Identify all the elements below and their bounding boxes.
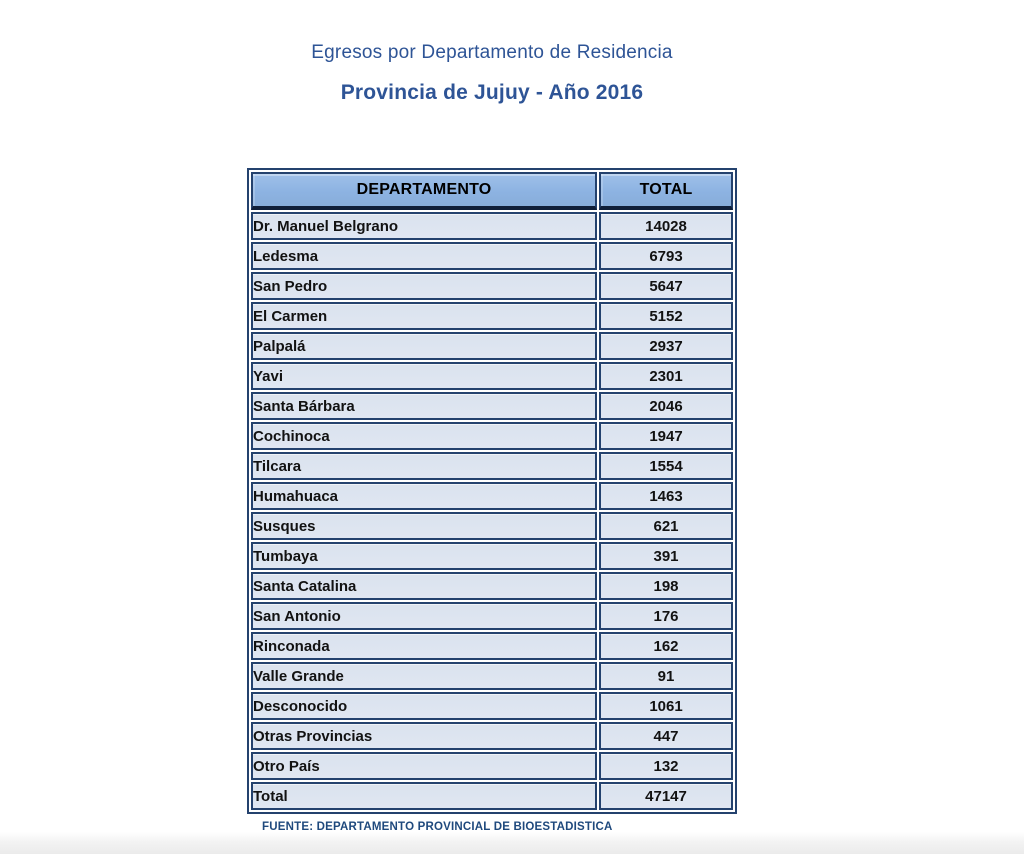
column-header-departamento: DEPARTAMENTO: [251, 172, 597, 210]
cell-total: 2301: [599, 362, 733, 390]
cell-departamento: Valle Grande: [251, 662, 597, 690]
cell-departamento: Dr. Manuel Belgrano: [251, 212, 597, 240]
table-header: DEPARTAMENTO TOTAL: [251, 172, 733, 210]
table-row: Tilcara 1554: [251, 452, 733, 480]
table-row: Otras Provincias 447: [251, 722, 733, 750]
cell-total: 47147: [599, 782, 733, 810]
cell-departamento: El Carmen: [251, 302, 597, 330]
cell-departamento: San Antonio: [251, 602, 597, 630]
table-row: Humahuaca 1463: [251, 482, 733, 510]
page-bottom-shade: [0, 832, 1024, 854]
cell-total: 1947: [599, 422, 733, 450]
cell-total: 176: [599, 602, 733, 630]
table-row: Santa Catalina 198: [251, 572, 733, 600]
cell-departamento: Susques: [251, 512, 597, 540]
cell-departamento: Humahuaca: [251, 482, 597, 510]
cell-departamento: Total: [251, 782, 597, 810]
table-row: Susques 621: [251, 512, 733, 540]
cell-departamento: Otras Provincias: [251, 722, 597, 750]
cell-departamento: Otro País: [251, 752, 597, 780]
table-row: Ledesma 6793: [251, 242, 733, 270]
cell-total: 5152: [599, 302, 733, 330]
table-header-row: DEPARTAMENTO TOTAL: [251, 172, 733, 210]
cell-departamento: Palpalá: [251, 332, 597, 360]
table-row: Valle Grande 91: [251, 662, 733, 690]
cell-total: 91: [599, 662, 733, 690]
cell-total: 621: [599, 512, 733, 540]
table-row: Palpalá 2937: [251, 332, 733, 360]
cell-total: 1061: [599, 692, 733, 720]
source-note: FUENTE: DEPARTAMENTO PROVINCIAL DE BIOES…: [262, 821, 613, 833]
cell-total: 2937: [599, 332, 733, 360]
cell-departamento: Desconocido: [251, 692, 597, 720]
cell-departamento: Cochinoca: [251, 422, 597, 450]
cell-departamento: San Pedro: [251, 272, 597, 300]
table-body: Dr. Manuel Belgrano 14028 Ledesma 6793 San P…: [251, 212, 733, 810]
column-header-total: TOTAL: [599, 172, 733, 210]
table-row: San Antonio 176: [251, 602, 733, 630]
cell-total: 5647: [599, 272, 733, 300]
document-title-block: Egresos por Departamento de Residencia P…: [247, 42, 737, 105]
cell-departamento: Santa Bárbara: [251, 392, 597, 420]
cell-total: 162: [599, 632, 733, 660]
table-row: Cochinoca 1947: [251, 422, 733, 450]
cell-total: 6793: [599, 242, 733, 270]
cell-departamento: Yavi: [251, 362, 597, 390]
cell-departamento: Santa Catalina: [251, 572, 597, 600]
cell-total: 2046: [599, 392, 733, 420]
table-row: Dr. Manuel Belgrano 14028: [251, 212, 733, 240]
cell-departamento: Tilcara: [251, 452, 597, 480]
cell-total: 14028: [599, 212, 733, 240]
cell-total: 447: [599, 722, 733, 750]
cell-departamento: Ledesma: [251, 242, 597, 270]
page-title: Egresos por Departamento de Residencia: [311, 42, 673, 63]
cell-total: 391: [599, 542, 733, 570]
table-row: El Carmen 5152: [251, 302, 733, 330]
cell-total: 198: [599, 572, 733, 600]
cell-total: 132: [599, 752, 733, 780]
cell-total: 1554: [599, 452, 733, 480]
table-row-total: Total 47147: [251, 782, 733, 810]
table-row: Otro País 132: [251, 752, 733, 780]
table-row: Rinconada 162: [251, 632, 733, 660]
table-row: San Pedro 5647: [251, 272, 733, 300]
table-row: Desconocido 1061: [251, 692, 733, 720]
table-row: Santa Bárbara 2046: [251, 392, 733, 420]
egresos-table: DEPARTAMENTO TOTAL Dr. Manuel Belgrano 14…: [247, 168, 737, 814]
table-row: Tumbaya 391: [251, 542, 733, 570]
cell-total: 1463: [599, 482, 733, 510]
page-subtitle: Provincia de Jujuy - Año 2016: [340, 81, 644, 104]
table-row: Yavi 2301: [251, 362, 733, 390]
cell-departamento: Tumbaya: [251, 542, 597, 570]
cell-departamento: Rinconada: [251, 632, 597, 660]
